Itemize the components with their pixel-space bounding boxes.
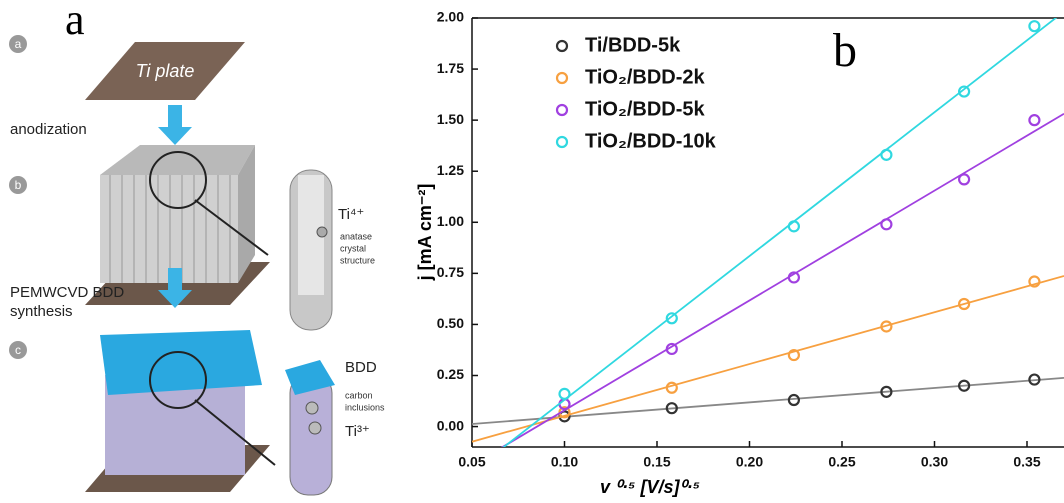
legend-label: TiO₂/BDD-2k xyxy=(585,66,706,88)
inclusion xyxy=(309,422,321,434)
x-axis-label: v ⁰·⁵ [V/s]⁰·⁵ xyxy=(600,477,700,497)
note-line: anatase xyxy=(340,231,372,241)
legend-label: Ti/BDD-5k xyxy=(585,34,681,56)
y-tick-label: 1.00 xyxy=(437,213,464,229)
legend-marker xyxy=(557,137,567,147)
step-letter: b xyxy=(15,178,22,192)
data-point xyxy=(1029,115,1039,125)
x-tick-label: 0.35 xyxy=(1013,454,1040,470)
legend-marker xyxy=(557,41,567,51)
legend-marker xyxy=(557,73,567,83)
data-point xyxy=(560,389,570,399)
step-letter: c xyxy=(15,343,21,357)
y-tick-label: 0.75 xyxy=(437,264,464,280)
x-tick-label: 0.30 xyxy=(921,454,948,470)
bdd-label: BDD xyxy=(345,359,377,376)
inclusion xyxy=(306,402,318,414)
note-line: crystal xyxy=(340,243,366,253)
data-point xyxy=(1029,21,1039,31)
ion-label: Ti⁴⁺ xyxy=(338,206,364,223)
step-label: synthesis xyxy=(10,303,73,320)
legend-label: TiO₂/BDD-10k xyxy=(585,130,717,152)
chart: b v ⁰·⁵ [V/s]⁰·⁵ j [mA cm⁻²] xyxy=(415,18,1064,497)
tube-tops xyxy=(100,145,255,175)
step-label: anodization xyxy=(10,121,87,138)
ion-label: Ti³⁺ xyxy=(345,423,370,440)
step-letter: a xyxy=(15,37,22,51)
plate-label: Ti plate xyxy=(136,61,195,81)
bdd-layer xyxy=(100,330,262,395)
tube-front xyxy=(100,175,238,283)
x-tick-label: 0.25 xyxy=(828,454,855,470)
data-point xyxy=(667,383,677,393)
y-axis-label: j [mA cm⁻²] xyxy=(415,184,435,282)
data-point xyxy=(959,174,969,184)
schematic: a a Ti plate anodization b Ti⁴⁺ anatase … xyxy=(9,0,385,495)
data-point xyxy=(789,221,799,231)
y-tick-label: 1.50 xyxy=(437,111,464,127)
data-point xyxy=(881,219,891,229)
y-tick-label: 2.00 xyxy=(437,9,464,25)
panel-label: b xyxy=(833,24,857,77)
arrow xyxy=(158,105,192,145)
ion xyxy=(317,227,327,237)
x-tick-label: 0.10 xyxy=(551,454,578,470)
y-tick-label: 0.25 xyxy=(437,366,464,382)
fit-line xyxy=(472,12,1064,472)
note-line: carbon xyxy=(345,390,373,400)
y-tick-label: 0.00 xyxy=(437,417,464,433)
panel-label: a xyxy=(65,0,85,44)
y-tick-label: 1.25 xyxy=(437,162,464,178)
x-tick-label: 0.15 xyxy=(643,454,670,470)
data-point xyxy=(881,150,891,160)
y-tick-label: 1.75 xyxy=(437,60,464,76)
y-tick-label: 0.50 xyxy=(437,315,464,331)
plot-area xyxy=(472,12,1064,472)
x-tick-label: 0.20 xyxy=(736,454,763,470)
figure: a a Ti plate anodization b Ti⁴⁺ anatase … xyxy=(0,0,1064,503)
fit-line xyxy=(472,114,1064,465)
x-tick-label: 0.05 xyxy=(458,454,485,470)
legend-marker xyxy=(557,105,567,115)
legend-label: TiO₂/BDD-5k xyxy=(585,98,706,120)
step-label: PEMWCVD BDD xyxy=(10,284,124,301)
note-line: structure xyxy=(340,255,375,265)
note-line: inclusions xyxy=(345,402,385,412)
